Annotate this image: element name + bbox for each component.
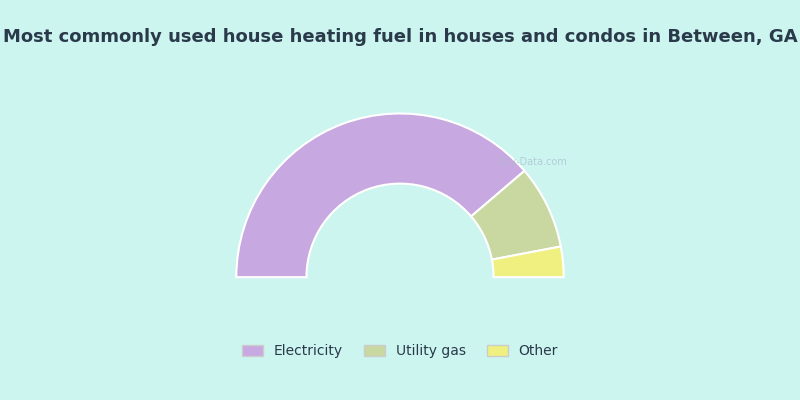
Legend: Electricity, Utility gas, Other: Electricity, Utility gas, Other xyxy=(237,339,563,364)
Text: Most commonly used house heating fuel in houses and condos in Between, GA: Most commonly used house heating fuel in… xyxy=(2,28,798,46)
Wedge shape xyxy=(492,246,564,277)
Wedge shape xyxy=(236,114,525,277)
Wedge shape xyxy=(471,171,561,260)
Text: City-Data.com: City-Data.com xyxy=(498,157,567,167)
